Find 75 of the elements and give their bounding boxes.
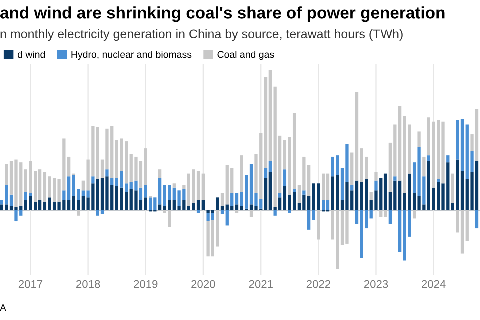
- bar: [466, 210, 469, 242]
- bar: [202, 174, 205, 200]
- bar: [220, 193, 224, 206]
- x-tick-label: 2022: [306, 280, 330, 288]
- bar: [427, 156, 430, 162]
- x-tick-label: 2021: [249, 280, 273, 288]
- bar: [149, 198, 152, 210]
- bar: [235, 204, 239, 210]
- x-tick-label: 2024: [422, 280, 446, 288]
- bar: [96, 210, 100, 216]
- bar: [5, 164, 8, 186]
- bar: [446, 156, 450, 163]
- chart-subtitle: n monthly electricity generation in China by source, terawatt hours (TWh): [0, 29, 403, 42]
- x-tick-label: 2018: [76, 280, 100, 288]
- bar: [350, 185, 354, 191]
- bar: [326, 200, 330, 210]
- bar: [374, 180, 378, 191]
- bar: [412, 210, 416, 219]
- bar: [158, 170, 162, 178]
- bar: [10, 194, 14, 206]
- bar: [350, 152, 354, 186]
- bar: [317, 210, 320, 240]
- text: A: [0, 304, 6, 312]
- x-tick-label: 2019: [134, 280, 158, 288]
- x-tick-label: 2017: [18, 280, 43, 288]
- bar: [388, 210, 392, 224]
- bar: [451, 174, 454, 204]
- bar: [235, 193, 239, 205]
- x-tick-label: 2020: [192, 280, 216, 288]
- bar: [326, 174, 330, 200]
- bar: [322, 200, 326, 210]
- bar: [418, 132, 421, 148]
- bar: [250, 210, 254, 218]
- bar: [77, 210, 80, 216]
- bar: [292, 192, 296, 210]
- bar: [370, 192, 373, 200]
- legend-label: Coal and gas: [218, 50, 274, 60]
- bar: [240, 156, 244, 192]
- bar: [422, 156, 426, 177]
- bar: [274, 210, 277, 216]
- chart-title: and wind are shrinking coal's share of power generation: [0, 6, 445, 22]
- bar: [110, 178, 114, 186]
- bar: [437, 179, 440, 182]
- bar: [43, 172, 47, 202]
- legend-label: Hydro, nuclear and biomass: [72, 50, 192, 60]
- bar: [384, 210, 388, 218]
- bar: [202, 200, 205, 210]
- bar: [475, 210, 479, 229]
- bar: [106, 170, 109, 177]
- x-tick-label: 2023: [364, 280, 388, 288]
- bar: [380, 210, 383, 218]
- bar: [292, 113, 296, 190]
- bar: [220, 210, 224, 214]
- bar: [144, 185, 148, 198]
- bar: [92, 176, 95, 184]
- bar: [144, 148, 148, 186]
- bar: [384, 174, 388, 210]
- bar: [144, 198, 148, 210]
- bar: [374, 172, 378, 181]
- bar: [283, 170, 287, 186]
- bar: [278, 193, 282, 198]
- bar: [302, 190, 306, 195]
- bar: [292, 189, 296, 192]
- bar: [394, 176, 397, 181]
- bar: [283, 186, 287, 210]
- bar: [38, 170, 42, 200]
- bar: [100, 210, 104, 214]
- bar: [172, 184, 176, 188]
- bar: [322, 174, 326, 200]
- bar: [43, 202, 47, 210]
- bar: [38, 200, 42, 210]
- bar: [226, 210, 229, 226]
- legend-label: d wind: [18, 50, 46, 58]
- bar: [370, 210, 373, 219]
- bar: [230, 193, 234, 206]
